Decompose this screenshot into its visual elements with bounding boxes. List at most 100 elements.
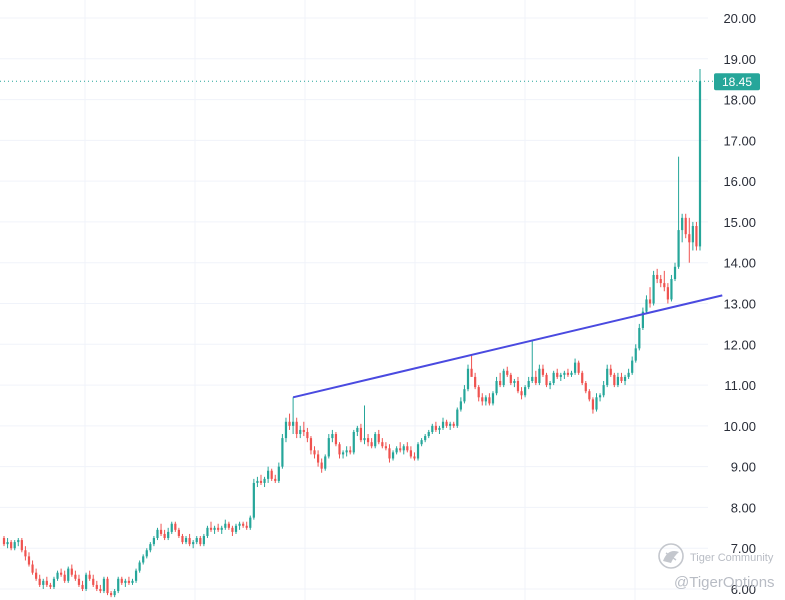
y-tick-label: 6.00 bbox=[731, 582, 756, 597]
candle-body bbox=[27, 556, 31, 565]
candle bbox=[474, 372, 477, 390]
candle-body bbox=[659, 279, 662, 284]
candle bbox=[159, 523, 163, 536]
candle-body bbox=[652, 274, 655, 304]
candle-body bbox=[381, 442, 384, 447]
trendline[interactable] bbox=[292, 294, 723, 399]
last-price-tag: 18.45 bbox=[714, 73, 760, 91]
candle-body bbox=[673, 266, 677, 280]
candle-body bbox=[499, 380, 502, 386]
candle bbox=[156, 527, 159, 541]
candle bbox=[227, 521, 230, 530]
candle bbox=[334, 431, 338, 447]
candle-body bbox=[548, 383, 552, 386]
candle-body bbox=[684, 217, 687, 235]
candle bbox=[491, 391, 495, 406]
candle-body bbox=[124, 580, 127, 583]
candle-body bbox=[566, 372, 570, 375]
candle bbox=[163, 529, 166, 541]
candle-body bbox=[63, 574, 66, 581]
candle bbox=[666, 283, 669, 304]
candle bbox=[341, 450, 345, 459]
candle-body bbox=[234, 525, 238, 532]
candle bbox=[402, 444, 405, 455]
candle-body bbox=[174, 523, 177, 530]
candle bbox=[545, 372, 548, 388]
candle bbox=[606, 364, 609, 388]
candle bbox=[220, 525, 223, 534]
candle-body bbox=[613, 374, 616, 386]
candle-body bbox=[413, 456, 416, 459]
candle bbox=[349, 446, 352, 455]
candle-body bbox=[688, 234, 691, 243]
candle-body bbox=[92, 578, 95, 585]
candle-body bbox=[13, 542, 16, 549]
candle-body bbox=[627, 372, 630, 377]
candle-body bbox=[534, 376, 537, 384]
candle bbox=[441, 417, 445, 430]
candle-body bbox=[242, 523, 245, 526]
candle bbox=[17, 538, 20, 547]
candle-body bbox=[356, 427, 359, 432]
candle bbox=[99, 584, 102, 594]
candle bbox=[388, 444, 391, 463]
candle-body bbox=[249, 517, 252, 528]
candle bbox=[609, 364, 612, 377]
candle bbox=[295, 417, 298, 439]
candle bbox=[588, 389, 591, 402]
candle-body bbox=[316, 454, 320, 463]
candle bbox=[406, 442, 409, 453]
candle-body bbox=[60, 572, 63, 575]
candle-body bbox=[620, 376, 623, 381]
candle-body bbox=[352, 431, 355, 453]
candle bbox=[199, 535, 202, 547]
candle-body bbox=[117, 578, 120, 592]
candle bbox=[202, 533, 205, 547]
candle bbox=[306, 427, 309, 443]
candle bbox=[459, 397, 462, 412]
candle-body bbox=[645, 299, 648, 312]
candle bbox=[652, 270, 655, 306]
candle-body bbox=[270, 470, 273, 479]
candle-body bbox=[252, 482, 255, 518]
candle-body bbox=[195, 538, 198, 543]
candle bbox=[274, 474, 277, 483]
candle bbox=[67, 566, 70, 583]
candle-body bbox=[431, 425, 434, 432]
candle bbox=[35, 568, 38, 581]
candle bbox=[366, 434, 370, 447]
candle-body bbox=[648, 299, 652, 304]
candle-body bbox=[84, 574, 88, 589]
candle bbox=[52, 576, 56, 589]
candle-body bbox=[449, 423, 452, 426]
candle bbox=[399, 442, 402, 453]
candle-body bbox=[70, 568, 73, 575]
candle-body bbox=[663, 283, 666, 288]
candle-body bbox=[109, 593, 113, 596]
candle bbox=[84, 572, 88, 592]
candle-body bbox=[309, 438, 313, 451]
watermark: Tiger Community @TigerOptions bbox=[658, 543, 775, 591]
candle-body bbox=[531, 376, 534, 381]
candle-body bbox=[134, 570, 138, 581]
candle-body bbox=[209, 527, 213, 530]
candle bbox=[438, 425, 441, 435]
candle bbox=[327, 434, 330, 459]
price-axis[interactable]: 20.00 19.00 18.00 17.00 16.00 15.00 14.00 13.00… bbox=[723, 11, 756, 597]
candle-body bbox=[67, 568, 70, 581]
candle bbox=[42, 578, 45, 589]
candle-body bbox=[20, 540, 23, 551]
candle-body bbox=[359, 427, 363, 441]
candle-body bbox=[334, 434, 338, 445]
candle bbox=[174, 521, 177, 532]
candle-body bbox=[106, 578, 109, 594]
candle bbox=[445, 419, 448, 428]
candle bbox=[677, 156, 680, 269]
candle bbox=[38, 574, 41, 587]
candle-body bbox=[698, 81, 702, 247]
candle bbox=[49, 582, 52, 589]
candle bbox=[570, 370, 573, 377]
candle bbox=[691, 221, 694, 251]
